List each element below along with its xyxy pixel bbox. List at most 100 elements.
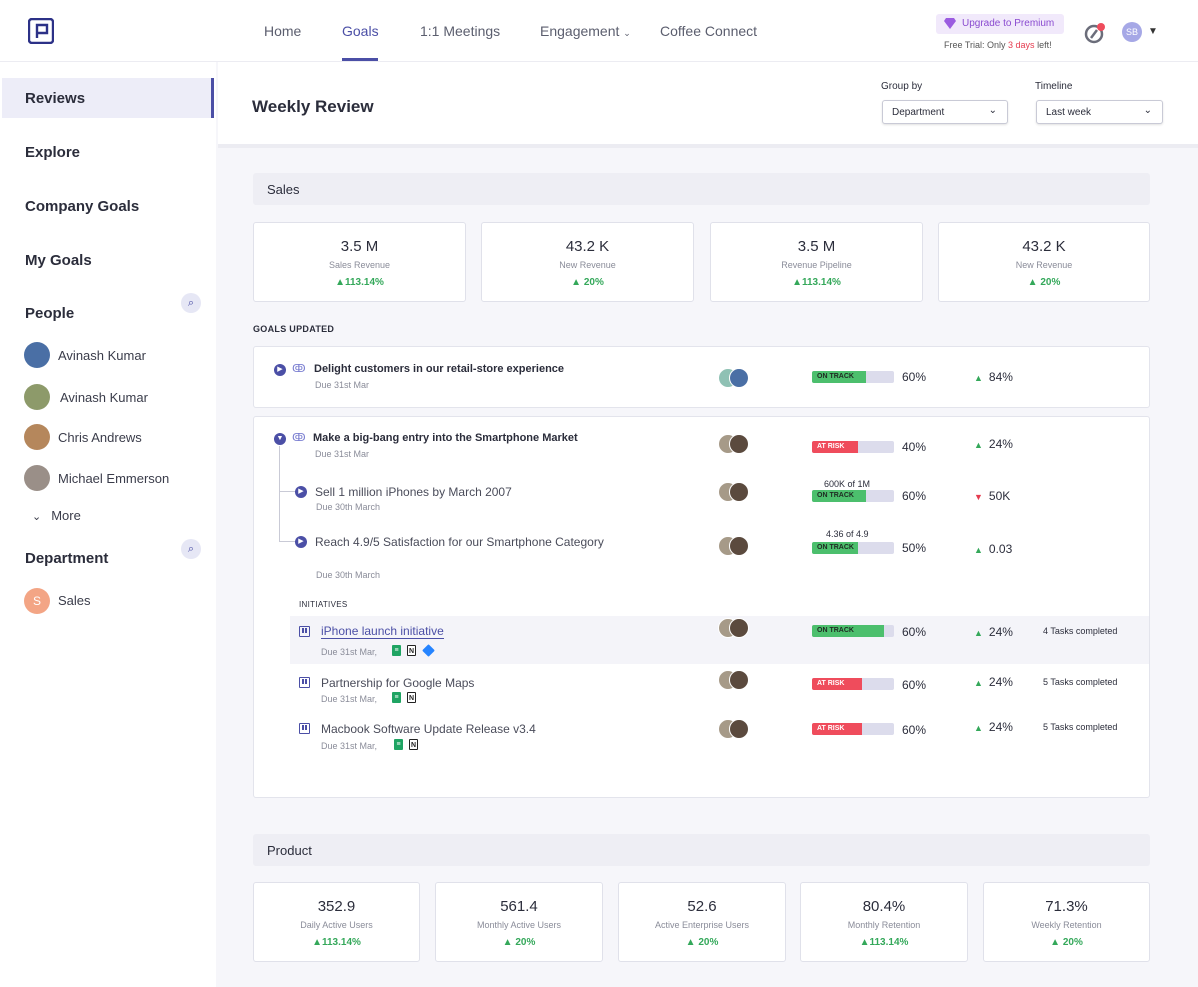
up-arrow-icon: ▲ <box>1027 277 1041 288</box>
google-sheets-icon[interactable]: ≡ <box>392 692 401 703</box>
expand-icon[interactable]: ▶ <box>274 364 286 376</box>
key-result-value: 4.36 of 4.9 <box>826 529 869 539</box>
upgrade-button[interactable]: Upgrade to Premium <box>936 14 1064 34</box>
owner-avatars[interactable] <box>718 719 752 739</box>
status-bar: ON TRACK <box>812 625 894 637</box>
chevron-down-icon: ⌄ <box>1143 105 1152 116</box>
metric-label: Active Enterprise Users <box>654 920 750 930</box>
key-result-title[interactable]: Sell 1 million iPhones by March 2007 <box>315 485 512 499</box>
status-bar: AT RISK <box>812 678 894 690</box>
user-avatar[interactable]: SB <box>1122 22 1142 42</box>
owner-avatars[interactable] <box>718 670 752 690</box>
up-arrow-icon: ▲ <box>974 628 983 638</box>
metric-delta: ▲113.14% <box>801 937 967 948</box>
initiative-title[interactable]: Partnership for Google Maps <box>321 676 475 690</box>
metric-delta: ▲ 20% <box>939 277 1149 288</box>
initiative-board-icon <box>299 626 310 637</box>
app-logo-icon[interactable] <box>28 18 54 44</box>
metric-label: Monthly Retention <box>847 920 921 930</box>
department-search-icon[interactable]: ⌕ <box>181 539 201 559</box>
tree-connector <box>279 446 280 542</box>
goal-title[interactable]: Delight customers in our retail-store ex… <box>314 363 565 375</box>
timeline-value: Last week <box>1046 107 1092 118</box>
google-sheets-icon[interactable]: ≡ <box>394 739 403 750</box>
notifications-icon[interactable] <box>1084 22 1106 44</box>
initiative-due-date: Due 31st Mar, <box>321 741 378 751</box>
metric-value: 43.2 K <box>1022 238 1066 255</box>
expand-icon[interactable]: ▶ <box>295 536 307 548</box>
metric-delta-value: 113.14% <box>321 937 361 948</box>
metric-value: 80.4% <box>862 898 906 915</box>
nav-meetings[interactable]: 1:1 Meetings <box>420 23 501 39</box>
initiative-board-icon <box>299 677 310 688</box>
google-sheets-icon[interactable]: ≡ <box>392 645 401 656</box>
notion-icon[interactable]: N <box>407 692 416 703</box>
owner-avatars[interactable] <box>718 618 752 638</box>
expand-icon[interactable]: ▶ <box>295 486 307 498</box>
metric-delta-value: 20% <box>515 937 536 948</box>
chevron-down-icon[interactable]: ▼ <box>1148 26 1158 37</box>
metric-delta: ▲113.14% <box>254 277 465 288</box>
status-bar: AT RISK <box>812 723 894 735</box>
top-bar: Home Goals 1:1 Meetings Engagement ⌄ Cof… <box>0 0 1198 62</box>
initiative-title[interactable]: Macbook Software Update Release v3.4 <box>321 722 536 736</box>
status-bar: ON TRACK <box>812 371 894 383</box>
person-name: Avinash Kumar <box>60 390 148 405</box>
group-by-select[interactable]: Department ⌄ <box>882 100 1008 124</box>
status-bar: ON TRACK <box>812 490 894 502</box>
sidebar-item-explore[interactable]: Explore <box>25 144 81 161</box>
upgrade-label: Upgrade to Premium <box>962 18 1055 29</box>
up-arrow-icon: ▲ <box>974 723 983 733</box>
avatar <box>729 368 749 388</box>
key-result-title[interactable]: Reach 4.9/5 Satisfaction for our Smartph… <box>315 535 604 549</box>
up-arrow-icon: ▲ <box>974 545 983 555</box>
sidebar-item-reviews[interactable]: Reviews <box>25 90 86 107</box>
avatar <box>24 384 50 410</box>
metric-delta: ▲ 20% <box>984 937 1149 948</box>
up-arrow-icon: ▲ <box>974 440 983 450</box>
nav-engagement[interactable]: Engagement ⌄ <box>540 23 631 39</box>
notion-icon[interactable]: N <box>407 645 416 656</box>
metric-delta: ▲ 20% <box>482 277 693 288</box>
metric-delta-value: 113.14% <box>869 937 909 948</box>
sidebar-item-company-goals[interactable]: Company Goals <box>25 198 140 215</box>
nav-coffee-connect[interactable]: Coffee Connect <box>660 23 758 39</box>
sidebar-item-my-goals[interactable]: My Goals <box>25 252 92 269</box>
trial-days: 3 days <box>1008 40 1035 50</box>
avatar <box>729 719 749 739</box>
nav-home[interactable]: Home <box>264 23 302 39</box>
trial-suffix: left! <box>1037 40 1052 50</box>
progress-delta: ▲ 0.03 <box>974 542 1012 556</box>
owner-avatars[interactable] <box>718 368 752 388</box>
sidebar <box>0 62 216 987</box>
people-search-icon[interactable]: ⌕ <box>181 293 201 313</box>
goal-type-icon: ↂ <box>292 363 306 375</box>
timeline-select[interactable]: Last week ⌄ <box>1036 100 1163 124</box>
initiative-title-link[interactable]: iPhone launch initiative <box>321 624 444 639</box>
notion-icon[interactable]: N <box>409 739 418 750</box>
down-arrow-icon: ▼ <box>974 492 983 502</box>
goal-title[interactable]: Make a big-bang entry into the Smartphon… <box>313 432 578 444</box>
collapse-icon[interactable]: ▼ <box>274 433 286 445</box>
avatar <box>729 536 749 556</box>
tree-connector <box>279 491 295 492</box>
initiative-board-icon <box>299 723 310 734</box>
avatar <box>24 342 50 368</box>
progress-delta: ▲ 24% <box>974 675 1013 689</box>
up-arrow-icon: ▲ <box>312 937 322 948</box>
owner-avatars[interactable] <box>718 482 752 502</box>
metric-value: 52.6 <box>687 898 717 915</box>
metric-card: 52.6 Active Enterprise Users ▲ 20% <box>618 882 786 962</box>
avatar <box>729 482 749 502</box>
metric-value: 43.2 K <box>565 238 610 255</box>
status-fill <box>812 371 866 383</box>
metric-value: 352.9 <box>317 898 356 915</box>
nav-goals[interactable]: Goals <box>342 23 379 39</box>
more-people-button[interactable]: ⌄ More <box>32 508 81 523</box>
up-arrow-icon: ▲ <box>974 373 983 383</box>
metric-delta: ▲ 20% <box>619 937 785 948</box>
metric-label: Weekly Retention <box>1031 920 1102 930</box>
owner-avatars[interactable] <box>718 434 752 454</box>
tasks-completed: 5 Tasks completed <box>1043 677 1118 687</box>
owner-avatars[interactable] <box>718 536 752 556</box>
